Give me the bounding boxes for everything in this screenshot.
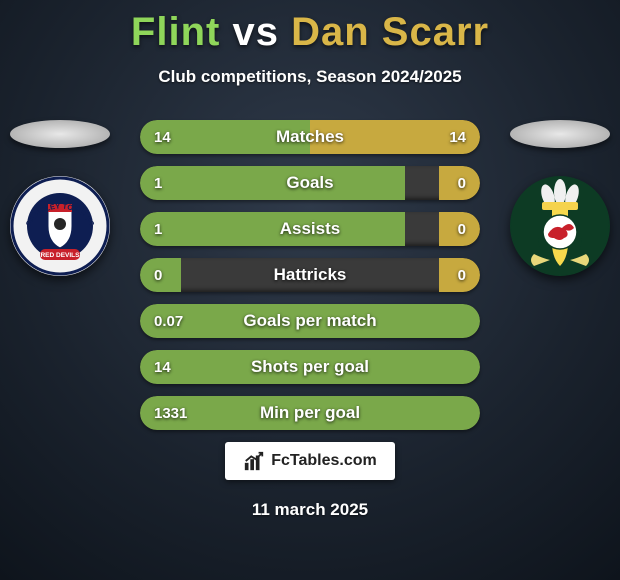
fctables-brand-text: FcTables.com (271, 452, 377, 470)
stat-bar-right (439, 258, 480, 292)
stat-bar-left (140, 350, 480, 384)
left-club-crest-icon: CRAWLEY TOWN FC RED DEVILS (10, 176, 110, 276)
stat-bar-right (439, 166, 480, 200)
right-club-crest-icon (510, 176, 610, 276)
svg-text:RED DEVILS: RED DEVILS (40, 252, 80, 259)
stat-row: Assists10 (140, 212, 480, 246)
left-player-placeholder-icon (10, 120, 110, 148)
stat-bar-left (140, 304, 480, 338)
stat-bar-right (310, 120, 480, 154)
stat-label: Hattricks (140, 258, 480, 292)
right-player-placeholder-icon (510, 120, 610, 148)
player1-name: Flint (131, 10, 220, 54)
page-title: Flint vs Dan Scarr (0, 0, 620, 55)
vs-text: vs (232, 10, 279, 54)
stat-row: Goals10 (140, 166, 480, 200)
stats-bars: Matches1414 Goals10 Assists10 Hattricks00 Go… (140, 120, 480, 442)
stat-bar-left (140, 396, 480, 430)
stat-bar-right (439, 212, 480, 246)
comparison-date: 11 march 2025 (0, 500, 620, 520)
fctables-badge: FcTables.com (225, 442, 395, 480)
player2-name: Dan Scarr (291, 10, 489, 54)
stat-bar-left (140, 258, 181, 292)
stat-bar-left (140, 166, 405, 200)
fctables-logo-icon (243, 450, 265, 472)
stat-row: Hattricks00 (140, 258, 480, 292)
stat-bar-left (140, 120, 310, 154)
stat-row: Shots per goal14 (140, 350, 480, 384)
left-player-column: CRAWLEY TOWN FC RED DEVILS (0, 120, 120, 276)
right-player-column (500, 120, 620, 276)
stat-row: Min per goal1331 (140, 396, 480, 430)
stat-row: Matches1414 (140, 120, 480, 154)
subtitle: Club competitions, Season 2024/2025 (0, 67, 620, 87)
stat-bar-left (140, 212, 405, 246)
stat-row: Goals per match0.07 (140, 304, 480, 338)
